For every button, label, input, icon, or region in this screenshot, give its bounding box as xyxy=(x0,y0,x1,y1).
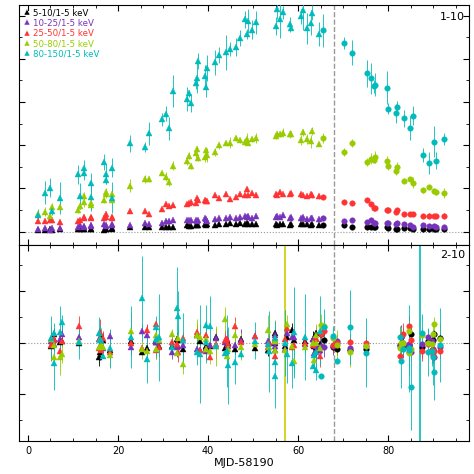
Legend: 5-10/1-5 keV, 10-25/1-5 keV, 25-50/1-5 keV, 50-80/1-5 keV, 80-150/1-5 keV: 5-10/1-5 keV, 10-25/1-5 keV, 25-50/1-5 k… xyxy=(21,7,100,59)
X-axis label: MJD-58190: MJD-58190 xyxy=(214,458,274,468)
Text: 2-10: 2-10 xyxy=(439,250,465,261)
Text: 1-10: 1-10 xyxy=(440,12,465,22)
